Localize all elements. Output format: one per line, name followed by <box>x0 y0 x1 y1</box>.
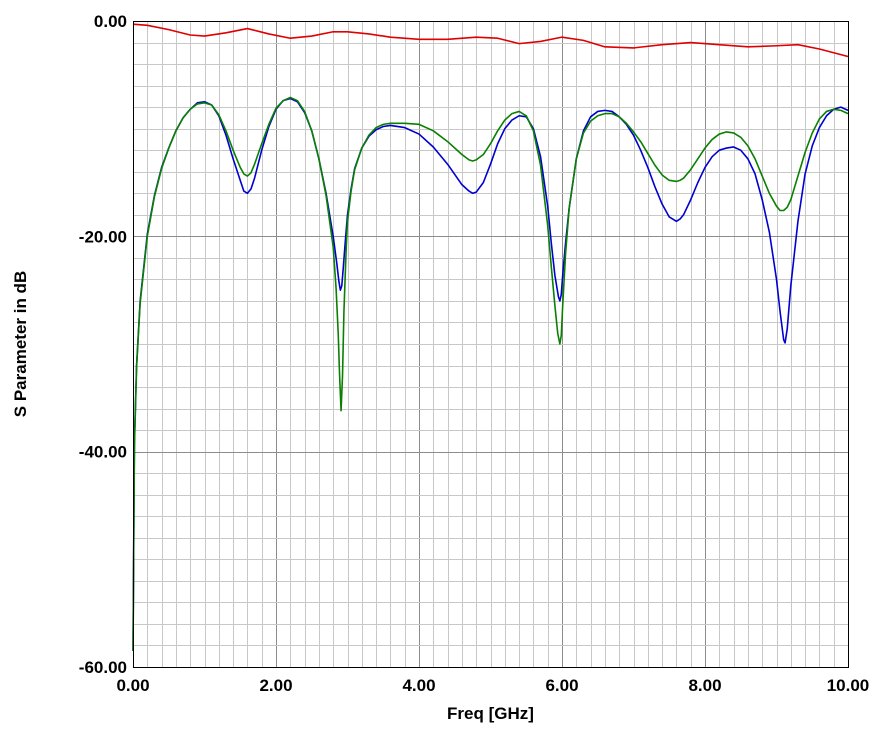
y-axis-title: S Parameter in dB <box>11 271 30 417</box>
x-axis-title: Freq [GHz] <box>447 704 534 723</box>
series-line-3 <box>132 96 849 651</box>
x-tick-label: 6.00 <box>545 676 578 695</box>
y-tick-labels: 0.00 -20.00 -40.00 -60.00 <box>79 12 127 677</box>
y-tick-label: -40.00 <box>79 443 127 462</box>
x-tick-label: 2.00 <box>259 676 292 695</box>
x-tick-label: 0.00 <box>116 676 149 695</box>
y-tick-label: -20.00 <box>79 227 127 246</box>
plot-frame <box>133 21 849 668</box>
y-tick-label: -60.00 <box>79 658 127 677</box>
x-tick-label: 4.00 <box>402 676 435 695</box>
series-line-2 <box>132 97 849 651</box>
grid <box>133 21 849 668</box>
x-tick-label: 8.00 <box>688 676 721 695</box>
x-tick-label: 10.00 <box>827 676 870 695</box>
x-tick-labels: 0.00 2.00 4.00 6.00 8.00 10.00 <box>116 676 869 695</box>
y-tick-label: 0.00 <box>94 12 127 31</box>
series-layer <box>132 23 849 651</box>
series-line-1 <box>132 23 849 58</box>
